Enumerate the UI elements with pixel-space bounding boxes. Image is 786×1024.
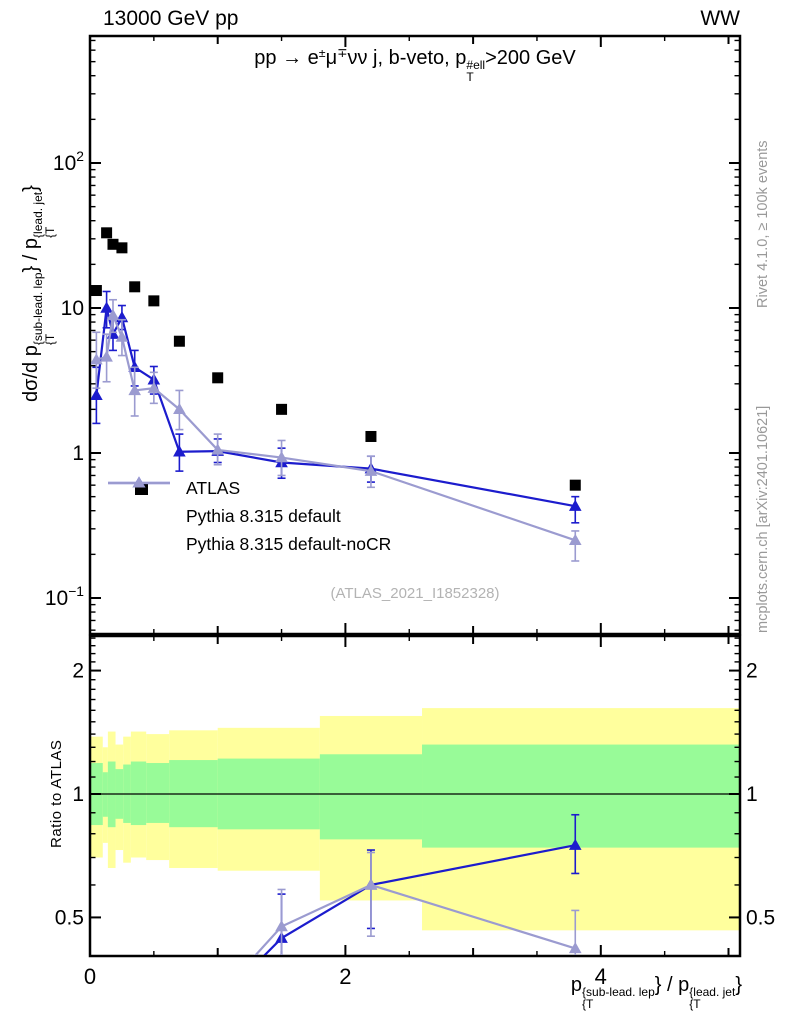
ratio-panel-frame — [88, 634, 742, 958]
svg-text:2: 2 — [72, 660, 84, 683]
y-axis-label-ratio: Ratio to ATLAS — [48, 739, 65, 848]
svg-text:2: 2 — [746, 660, 758, 683]
plot-title: pp → e±μ∓νν j, b-veto, p #ell T >200 GeV — [254, 45, 576, 84]
main-panel-series — [91, 227, 582, 562]
main-panel-frame — [88, 34, 742, 636]
svg-text:2: 2 — [339, 964, 351, 989]
svg-text:1: 1 — [72, 442, 84, 465]
collision-energy-label: 13000 GeV pp — [103, 7, 239, 30]
series-pythia_nocr — [254, 851, 582, 955]
svg-text:1: 1 — [72, 783, 84, 806]
svg-text:10−1: 10−1 — [45, 583, 84, 610]
mcplots-reference-note: mcplots.cern.ch [arXiv:2401.10621] — [755, 405, 771, 633]
y-axis-label-main: dσ/d p {sub-lead. lep {T} / p {lead. jet {T} — [20, 185, 57, 402]
process-group-label: WW — [700, 7, 740, 30]
svg-text:4: 4 — [595, 964, 607, 989]
svg-text:0: 0 — [84, 964, 96, 989]
legend-item: Pythia 8.315 default-noCR — [106, 476, 392, 558]
legend-item: Pythia 8.315 default — [106, 476, 391, 530]
legend-item-label: ATLAS — [186, 477, 241, 498]
svg-text:1: 1 — [746, 783, 758, 806]
legend-item-label: Pythia 8.315 default-noCR — [186, 533, 392, 554]
rivet-version-note: Rivet 4.1.0, ≥ 100k events — [755, 140, 771, 308]
analysis-id-watermark: (ATLAS_2021_I1852328) — [330, 585, 500, 602]
ratio-panel-series — [254, 813, 582, 955]
series-pythia_nocr — [91, 298, 582, 562]
svg-text:0.5: 0.5 — [55, 906, 84, 929]
x-axis-label: p {sub-lead. lep {T} / p {lead. jet {T} — [570, 974, 742, 1011]
svg-text:102: 102 — [53, 148, 84, 175]
legend-item-label: Pythia 8.315 default — [186, 505, 341, 526]
series-atlas — [91, 227, 581, 491]
svg-text:10: 10 — [61, 297, 84, 320]
axis-tick-labels: 102 10 1 10−1 2 2 1 1 0.5 0.5 0 2 4 — [45, 148, 775, 989]
svg-text:0.5: 0.5 — [746, 906, 775, 929]
legend: ATLAS Pythia 8.315 default Pythia 8.315 de… — [106, 474, 391, 558]
ratio-uncertainty-bands — [90, 708, 740, 931]
